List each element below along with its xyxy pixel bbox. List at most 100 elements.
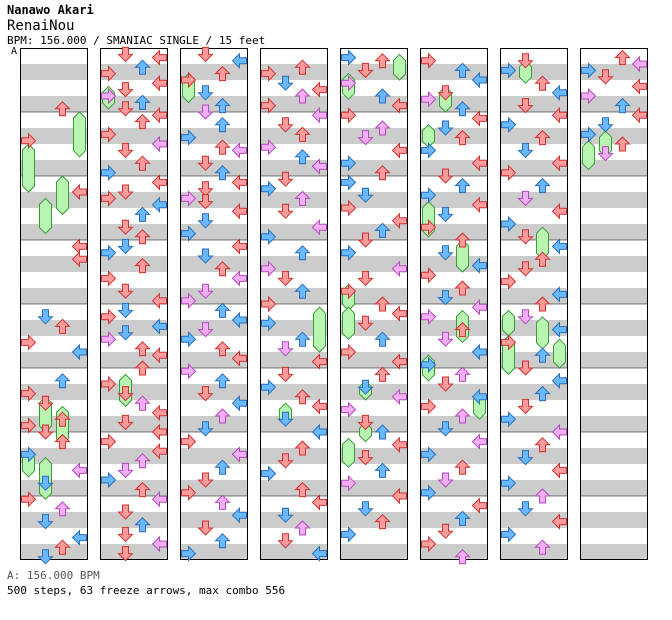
down-arrow-icon: [277, 411, 294, 427]
up-arrow-icon: [374, 366, 391, 382]
left-arrow-icon: [421, 142, 437, 159]
beat-stripe: [180, 352, 248, 368]
beat-stripe: [420, 480, 488, 496]
left-arrow-icon: [341, 49, 357, 66]
right-arrow-icon: [151, 174, 167, 191]
up-arrow-icon: [374, 120, 391, 136]
down-arrow-icon: [197, 472, 214, 488]
right-arrow-icon: [151, 318, 167, 335]
left-arrow-icon: [261, 260, 277, 278]
left-arrow-icon: [421, 446, 437, 463]
beat-stripe: [180, 448, 248, 464]
up-arrow-icon: [294, 440, 311, 456]
right-arrow-icon: [311, 81, 327, 98]
beat-stripe: [20, 416, 88, 432]
down-arrow-icon: [437, 421, 454, 437]
down-arrow-icon: [197, 155, 214, 171]
beat-stripe: [580, 320, 648, 336]
beat-stripe: [100, 352, 168, 368]
beat-stripe: [340, 416, 408, 432]
down-arrow-icon: [117, 184, 134, 200]
beat-stripe: [20, 320, 88, 336]
down-arrow-icon: [357, 62, 374, 79]
left-arrow-icon: [21, 446, 37, 463]
left-arrow-icon: [101, 375, 117, 393]
beat-stripe: [20, 64, 88, 80]
left-arrow-icon: [181, 362, 197, 380]
down-arrow-icon: [117, 46, 134, 63]
up-arrow-icon: [534, 488, 551, 504]
left-arrow-icon: [501, 474, 517, 492]
left-arrow-icon: [101, 433, 117, 450]
down-arrow-icon: [357, 270, 374, 287]
down-arrow-icon: [357, 450, 374, 466]
down-arrow-icon: [197, 322, 214, 338]
footer-stats: 500 steps, 63 freeze arrows, max combo 5…: [7, 584, 286, 597]
beat-stripe: [180, 320, 248, 336]
right-arrow-icon: [151, 346, 167, 364]
freeze-arrow: [502, 309, 515, 337]
left-arrow-icon: [101, 87, 117, 105]
left-arrow-icon: [261, 465, 277, 482]
beat-stripe: [260, 256, 328, 272]
right-arrow-icon: [151, 490, 167, 508]
right-arrow-icon: [311, 353, 327, 370]
down-arrow-icon: [117, 526, 134, 543]
left-arrow-icon: [341, 282, 357, 300]
left-arrow-icon: [421, 90, 437, 108]
up-arrow-icon: [454, 321, 471, 338]
beat-stripe: [100, 224, 168, 240]
down-arrow-icon: [197, 181, 214, 197]
left-arrow-icon: [101, 164, 117, 182]
up-arrow-icon: [294, 88, 311, 104]
beat-stripe: [500, 128, 568, 144]
right-arrow-icon: [231, 52, 247, 70]
down-arrow-icon: [277, 533, 294, 549]
beat-stripe: [180, 224, 248, 240]
beat-stripe: [100, 416, 168, 432]
up-arrow-icon: [374, 53, 391, 69]
up-arrow-icon: [534, 75, 551, 91]
up-arrow-icon: [454, 177, 471, 194]
down-arrow-icon: [37, 475, 54, 491]
down-arrow-icon: [517, 398, 534, 415]
down-arrow-icon: [37, 514, 54, 530]
up-arrow-icon: [294, 126, 311, 142]
freeze-arrow: [582, 140, 595, 171]
beat-stripe: [260, 512, 328, 528]
left-arrow-icon: [101, 308, 117, 326]
left-arrow-icon: [101, 190, 117, 207]
left-arrow-icon: [181, 129, 197, 146]
left-arrow-icon: [421, 218, 437, 236]
column-border: [20, 48, 88, 560]
right-arrow-icon: [551, 154, 567, 172]
right-arrow-icon: [151, 292, 167, 310]
beat-stripe: [580, 448, 648, 464]
left-arrow-icon: [421, 308, 437, 326]
beat-stripe: [500, 192, 568, 208]
beat-stripe: [100, 288, 168, 304]
beat-stripe: [340, 544, 408, 560]
up-arrow-icon: [534, 437, 551, 453]
left-arrow-icon: [341, 106, 357, 124]
down-arrow-icon: [597, 146, 614, 162]
up-arrow-icon: [214, 302, 231, 318]
right-arrow-icon: [551, 286, 567, 303]
down-arrow-icon: [357, 379, 374, 395]
down-arrow-icon: [37, 309, 54, 325]
down-arrow-icon: [37, 395, 54, 411]
beat-stripe: [500, 448, 568, 464]
left-arrow-icon: [101, 65, 117, 82]
beat-stripe: [420, 160, 488, 176]
beat-stripe: [340, 64, 408, 80]
beat-stripe: [580, 480, 648, 496]
left-arrow-icon: [261, 138, 277, 156]
left-arrow-icon: [181, 71, 197, 89]
down-arrow-icon: [517, 98, 534, 114]
beat-stripe: [180, 544, 248, 560]
right-arrow-icon: [471, 343, 487, 361]
up-arrow-icon: [374, 88, 391, 104]
up-arrow-icon: [134, 94, 151, 110]
left-arrow-icon: [101, 330, 117, 348]
left-arrow-icon: [421, 398, 437, 415]
